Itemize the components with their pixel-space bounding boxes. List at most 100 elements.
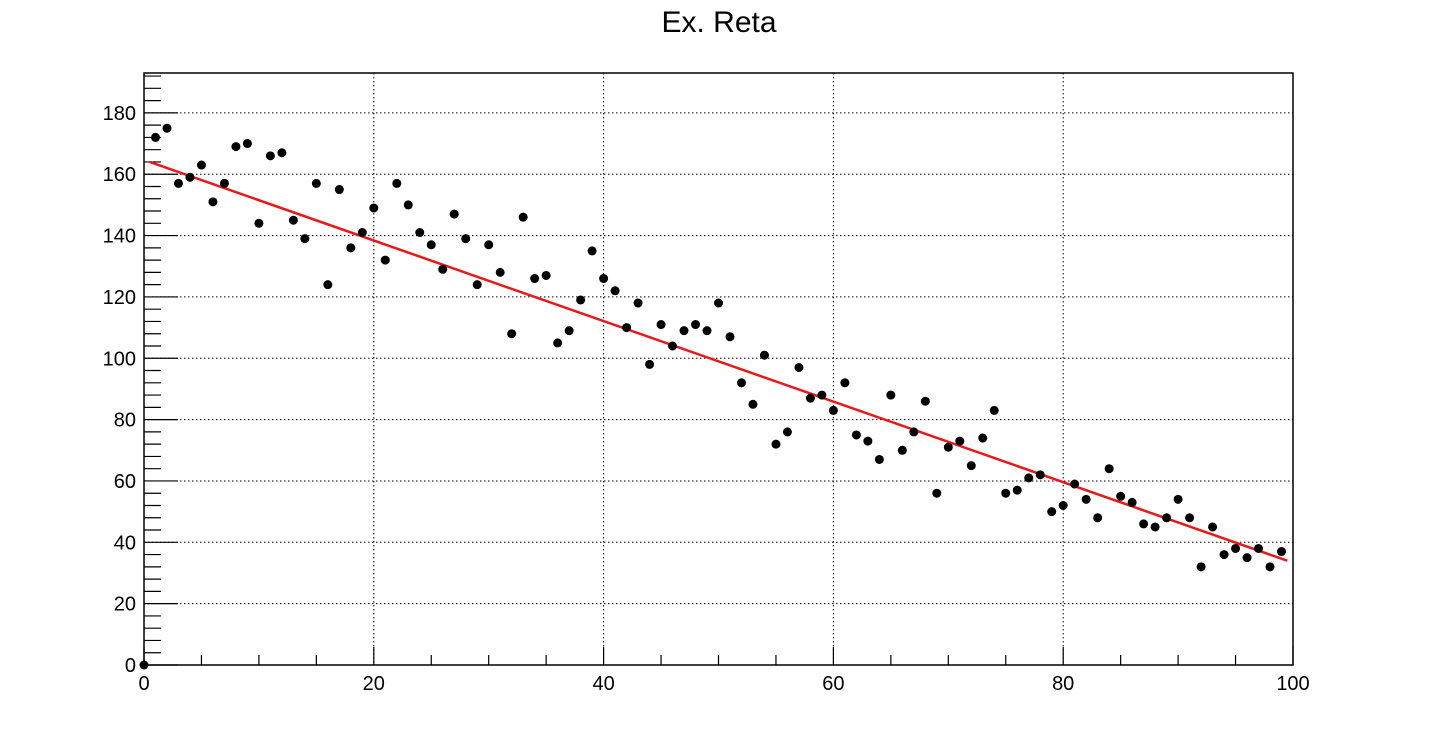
data-point — [426, 240, 436, 250]
tick-labels: 0 20 40 60 80 100 0 20 40 60 80 100 120 140 160 180 — [103, 103, 1310, 695]
data-point — [415, 228, 425, 238]
data-point — [219, 178, 229, 188]
data-point — [828, 405, 838, 415]
data-point — [886, 390, 896, 400]
data-point — [472, 280, 482, 290]
data-point — [1173, 494, 1183, 504]
data-point — [599, 274, 609, 284]
data-point — [254, 218, 264, 228]
data-point — [311, 178, 321, 188]
data-point — [1024, 473, 1034, 483]
data-point — [530, 274, 540, 284]
data-point — [782, 427, 792, 437]
data-point — [1265, 562, 1275, 572]
x-tick-label: 0 — [138, 673, 149, 695]
data-point — [943, 442, 953, 452]
y-tick-label: 60 — [114, 471, 136, 493]
data-point — [978, 433, 988, 443]
data-point — [633, 298, 643, 308]
data-point — [1081, 494, 1091, 504]
data-point — [1104, 464, 1114, 474]
data-point — [323, 280, 333, 290]
data-point — [1231, 543, 1241, 553]
data-point — [920, 396, 930, 406]
data-point — [173, 178, 183, 188]
data-point — [242, 139, 252, 149]
data-point — [334, 185, 344, 195]
data-point — [897, 445, 907, 455]
data-point — [277, 148, 287, 158]
data-point — [288, 215, 298, 225]
data-point — [1139, 519, 1149, 529]
fit-line — [149, 160, 1288, 562]
data-point — [668, 341, 678, 351]
y-tick-label: 0 — [125, 655, 136, 677]
data-point — [1150, 522, 1160, 532]
data-point — [932, 488, 942, 498]
data-point — [507, 329, 517, 339]
data-point — [748, 399, 758, 409]
data-point — [1219, 550, 1229, 560]
data-point — [1047, 507, 1057, 517]
data-points — [139, 123, 1287, 670]
data-point — [966, 461, 976, 471]
data-point — [955, 436, 965, 446]
data-point — [484, 240, 494, 250]
x-tick-label: 20 — [363, 673, 385, 695]
grid-lines — [144, 73, 1293, 665]
data-point — [691, 320, 701, 330]
data-point — [449, 209, 459, 219]
data-point — [1035, 470, 1045, 480]
data-point — [185, 172, 195, 182]
data-point — [346, 243, 356, 253]
data-point — [805, 393, 815, 403]
data-point — [1012, 485, 1022, 495]
data-point — [610, 286, 620, 296]
data-point — [1116, 491, 1126, 501]
data-point — [438, 264, 448, 274]
data-point — [1254, 543, 1264, 553]
data-point — [150, 132, 160, 142]
data-point — [208, 197, 218, 207]
data-point — [461, 234, 471, 244]
y-tick-label: 120 — [103, 287, 136, 309]
data-point — [162, 123, 172, 133]
data-point — [495, 267, 505, 277]
data-point — [518, 212, 528, 222]
data-point — [622, 323, 632, 333]
y-tick-label: 140 — [103, 226, 136, 248]
data-point — [1208, 522, 1218, 532]
data-point — [759, 350, 769, 360]
data-point — [702, 326, 712, 336]
data-point — [553, 338, 563, 348]
axis-ticks — [143, 75, 1294, 666]
data-point — [576, 295, 586, 305]
data-point — [1001, 488, 1011, 498]
data-point — [1196, 562, 1206, 572]
data-point — [714, 298, 723, 308]
data-point — [1242, 553, 1252, 563]
data-point — [541, 270, 551, 280]
data-point — [139, 660, 149, 670]
data-point — [645, 359, 655, 369]
data-point — [863, 436, 873, 446]
data-point — [771, 439, 781, 449]
data-point — [403, 200, 413, 210]
axes — [143, 72, 1294, 666]
data-point — [1058, 500, 1068, 510]
x-tick-label: 60 — [822, 673, 844, 695]
data-point — [1127, 497, 1137, 507]
data-point — [369, 203, 379, 213]
data-point — [851, 430, 861, 440]
data-point — [1162, 513, 1172, 523]
y-tick-label: 40 — [114, 532, 136, 554]
x-tick-label: 100 — [1276, 673, 1309, 695]
y-tick-label: 80 — [114, 410, 136, 432]
data-point — [357, 228, 367, 238]
data-point — [840, 378, 850, 388]
data-point — [587, 246, 597, 256]
data-point — [564, 326, 574, 336]
data-point — [817, 390, 827, 400]
data-point — [265, 151, 275, 161]
